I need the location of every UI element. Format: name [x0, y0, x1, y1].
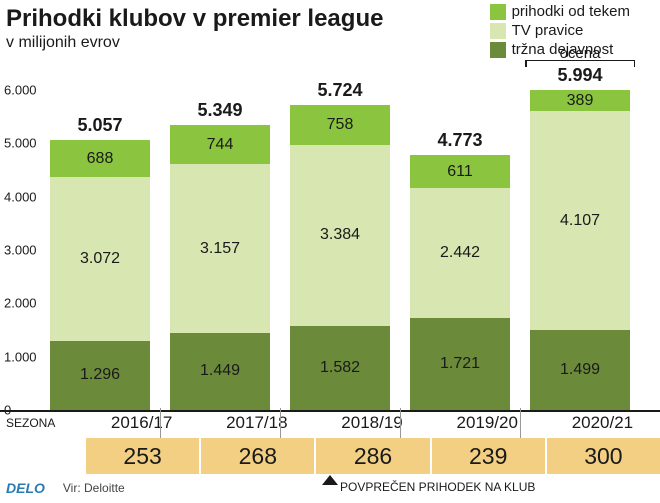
- separator: [280, 408, 281, 438]
- season-cell: 2019/20: [430, 408, 545, 438]
- avg-cell: 253: [84, 438, 199, 474]
- bar-seg-tv: 3.384: [290, 145, 390, 325]
- chart-subtitle: v milijonih evrov: [6, 34, 120, 52]
- avg-cell: 239: [430, 438, 545, 474]
- bar-seg-tv: 3.157: [170, 164, 270, 332]
- bar-total-label: 5.349: [170, 100, 270, 121]
- y-tick-label: 6.000: [4, 83, 37, 98]
- legend-label: prihodki od tekem: [512, 3, 630, 20]
- legend-label: TV pravice: [512, 22, 584, 39]
- estimate-bracket: [525, 60, 635, 66]
- bar-group: 1.5823.3847585.724: [290, 90, 390, 410]
- bar-seg-commercial: 1.296: [50, 341, 150, 410]
- bar-group: 1.7212.442611 4.773: [410, 90, 510, 410]
- bar-seg-matchday: 688: [50, 140, 150, 177]
- brand-logo: DELO: [6, 480, 45, 496]
- avg-cell: 268: [199, 438, 314, 474]
- season-row-label: SEZONA: [0, 408, 84, 438]
- bar-group: 1.4493.157744 5.349: [170, 90, 270, 410]
- y-tick-label: 5.000: [4, 136, 37, 151]
- bar-total-label: 5.057: [50, 115, 150, 136]
- season-cell: 2017/18: [199, 408, 314, 438]
- chart-title: Prihodki klubov v premier league: [6, 5, 383, 33]
- bar-seg-matchday: 611: [410, 155, 510, 188]
- y-tick-label: 4.000: [4, 189, 37, 204]
- legend-item: TV pravice: [490, 22, 630, 39]
- bar-seg-commercial: 1.449: [170, 333, 270, 410]
- season-row: SEZONA 2016/172017/182018/192019/202020/…: [0, 408, 660, 438]
- avg-cell: 286: [314, 438, 429, 474]
- bar-total-label: 5.994: [530, 65, 630, 86]
- season-cell: 2016/17: [84, 408, 199, 438]
- bar-total-label: 4.773: [410, 130, 510, 151]
- legend-swatch: [490, 4, 506, 20]
- avg-row: 253268286239300: [0, 438, 660, 474]
- chart-area: 01.0002.0003.0004.0005.0006.000 1.2963.0…: [0, 80, 660, 410]
- footer: DELO Vir: Deloitte: [0, 478, 660, 498]
- bar-group: 1.4994.1073895.994ocena: [530, 90, 630, 410]
- bar-seg-tv: 2.442: [410, 188, 510, 318]
- season-cell: 2020/21: [545, 408, 660, 438]
- bar-seg-commercial: 1.499: [530, 330, 630, 410]
- avg-row-spacer: [0, 438, 84, 474]
- legend-swatch: [490, 23, 506, 39]
- season-cell: 2018/19: [314, 408, 429, 438]
- separator: [400, 408, 401, 438]
- bar-seg-tv: 4.107: [530, 111, 630, 330]
- bar-seg-matchday: 389: [530, 90, 630, 111]
- bar-seg-matchday: 758: [290, 105, 390, 145]
- bar-seg-tv: 3.072: [50, 177, 150, 341]
- y-tick-label: 3.000: [4, 243, 37, 258]
- legend-item: prihodki od tekem: [490, 3, 630, 20]
- plot: 1.2963.072688 5.057 1.4493.157744 5.349 1.58…: [42, 90, 654, 410]
- separator: [160, 408, 161, 438]
- bar-seg-matchday: 744: [170, 125, 270, 165]
- y-tick-label: 2.000: [4, 296, 37, 311]
- avg-cell: 300: [545, 438, 660, 474]
- y-tick-label: 1.000: [4, 349, 37, 364]
- bar-total-label: 5.724: [290, 80, 390, 101]
- source-text: Vir: Deloitte: [63, 481, 125, 495]
- separator: [520, 408, 521, 438]
- bar-seg-commercial: 1.582: [290, 326, 390, 410]
- bar-seg-commercial: 1.721: [410, 318, 510, 410]
- bottom-rows: SEZONA 2016/172017/182018/192019/202020/…: [0, 408, 660, 474]
- legend-swatch: [490, 42, 506, 58]
- bar-group: 1.2963.072688 5.057: [50, 90, 150, 410]
